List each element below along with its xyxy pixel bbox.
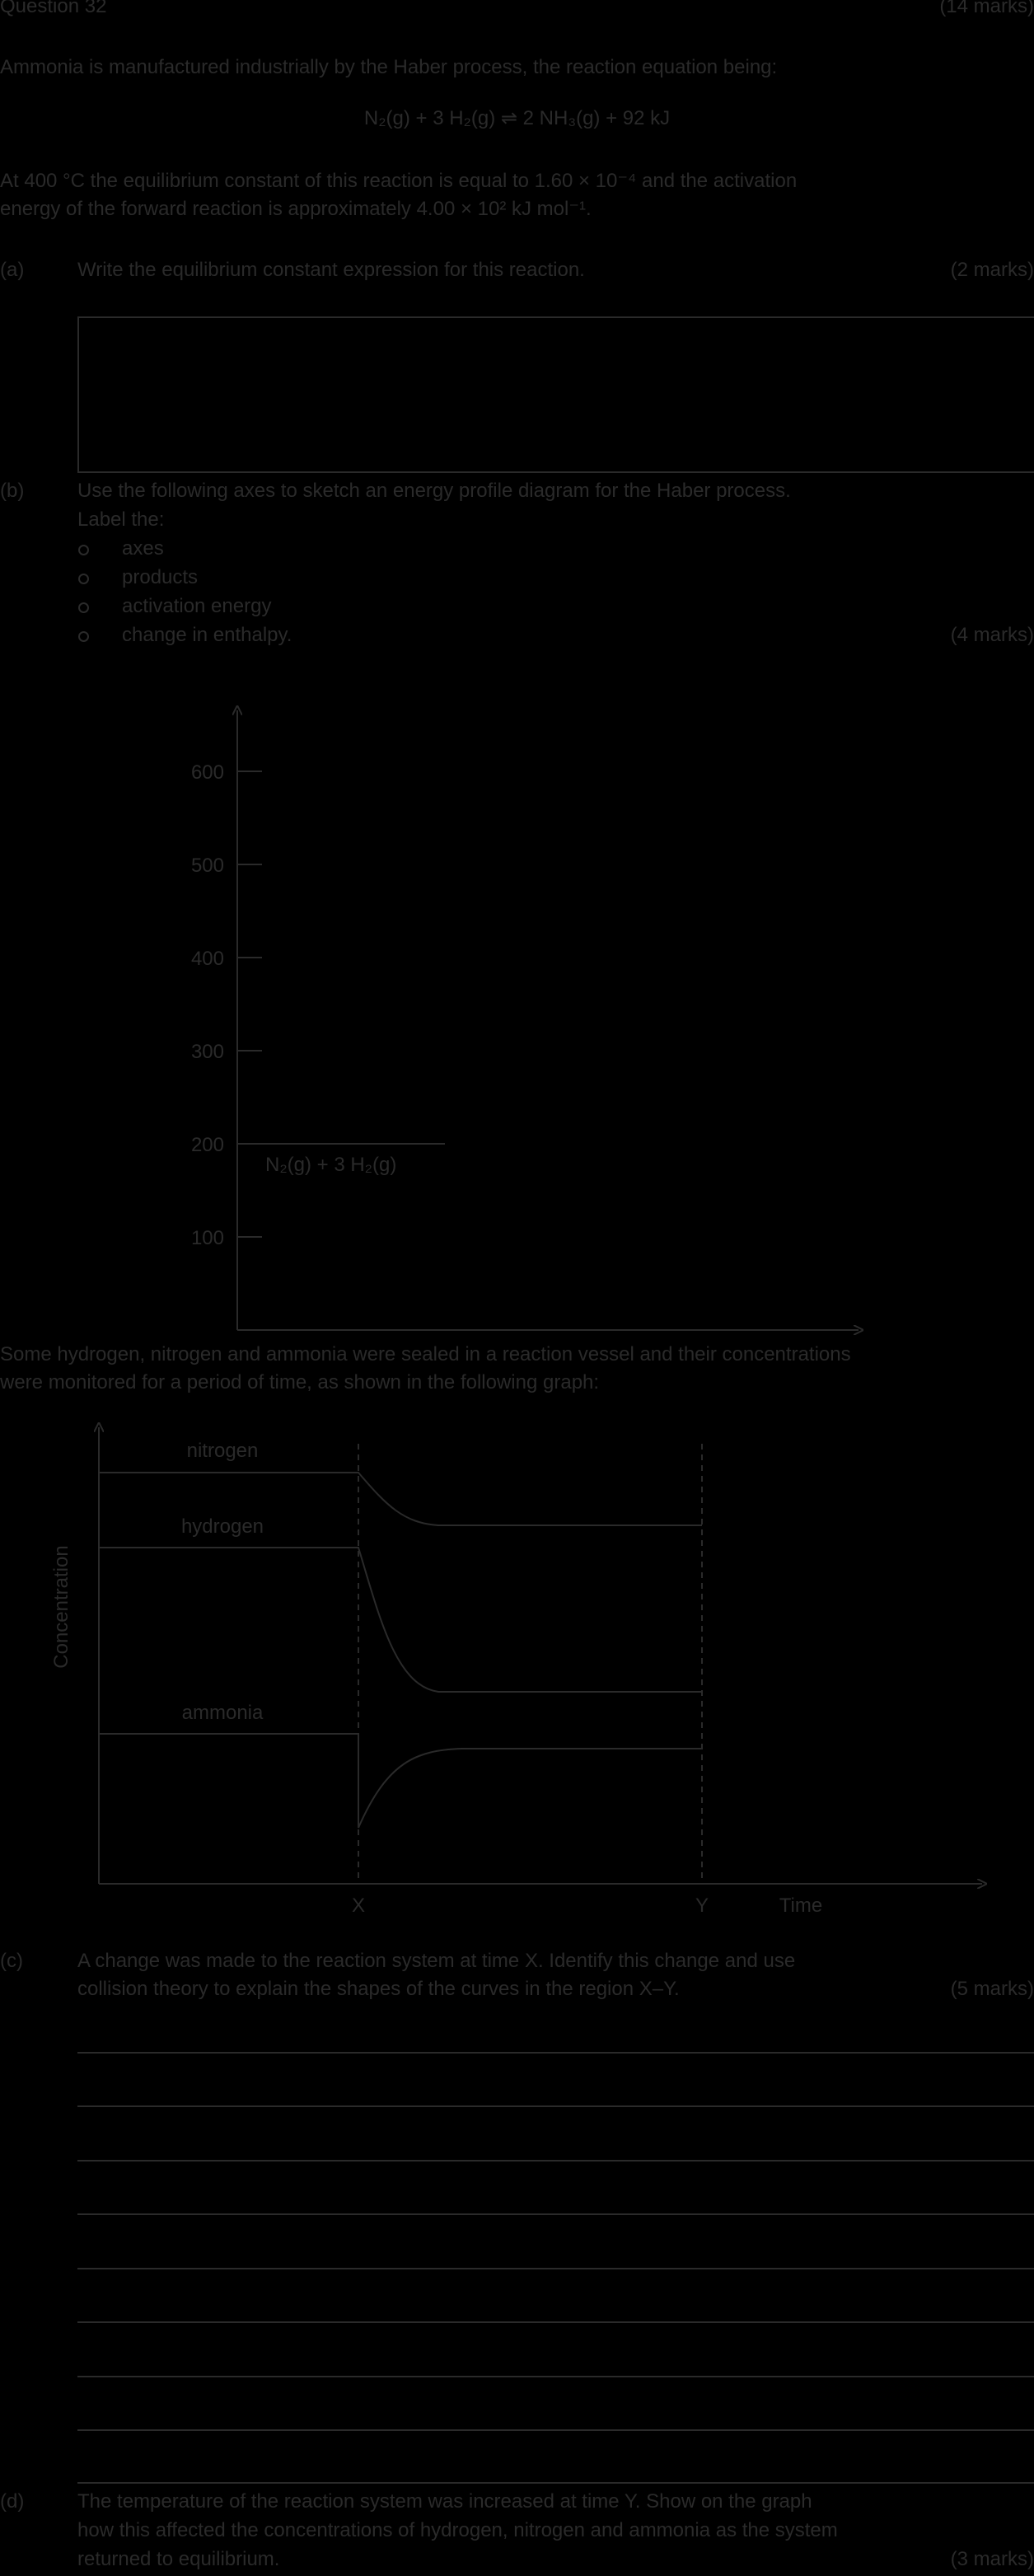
intro-line-1: Ammonia is manufactured industrially by … [0,56,778,78]
ammonia-label: ammonia [182,1702,264,1724]
answer-line[interactable] [77,2321,1034,2323]
part-b-label: (b) [0,480,25,502]
part-b-marks: (4 marks) [950,624,1034,646]
question-label: Question 32 [0,0,107,17]
bullet-dot [78,602,89,613]
part-b-line-1: Use the following axes to sketch an ener… [77,480,791,502]
part-c-label: (c) [0,1950,23,1972]
energy-tick-label: 400 [191,948,224,970]
part-d-line-2: how this affected the concentrations of … [77,2519,838,2541]
part-c-marks: (5 marks) [950,1978,1034,2000]
reactant-label: N₂(g) + 3 H₂(g) [265,1154,396,1176]
part-a-label: (a) [0,259,25,281]
ammonia-curve [99,1733,702,1829]
answer-line[interactable] [77,2376,1034,2377]
answer-line[interactable] [77,2160,1034,2161]
bullet-dot [78,545,89,555]
part-d-line-1: The temperature of the reaction system w… [77,2490,812,2513]
bullet-axes: axes [122,537,164,560]
reaction-equation: N₂(g) + 3 H₂(g) ⇌ 2 NH₃(g) + 92 kJ [363,107,671,129]
y-time-marker-label: Y [695,1895,709,1917]
answer-line[interactable] [77,2105,1034,2107]
intro-line-2: At 400 °C the equilibrium constant of th… [0,170,798,192]
part-d-line-3: returned to equilibrium. [77,2548,280,2570]
part-c-line-1: A change was made to the reaction system… [77,1950,796,1972]
part-a-answer-box[interactable] [77,316,1034,473]
energy-tick-label: 300 [191,1041,224,1063]
part-b-line-2: Label the: [77,508,165,531]
bullet-products: products [122,566,199,588]
nitrogen-label: nitrogen [187,1440,259,1462]
hydrogen-curve [99,1547,702,1693]
energy-tick-label: 200 [191,1134,224,1156]
graph-intro-line-1: Some hydrogen, nitrogen and ammonia were… [0,1343,851,1365]
bullet-activation-energy: activation energy [122,595,272,617]
part-c-line-2: collision theory to explain the shapes o… [77,1978,680,2000]
x-time-marker-label: X [352,1895,365,1917]
energy-tick-label: 600 [191,761,224,784]
bullet-dot [78,574,89,584]
hydrogen-label: hydrogen [181,1515,264,1538]
nitrogen-curve [99,1472,702,1526]
answer-line[interactable] [77,2268,1034,2269]
part-a-text: Write the equilibrium constant expressio… [77,259,585,281]
graph-intro-line-2: were monitored for a period of time, as … [0,1371,600,1393]
answer-line[interactable] [77,2482,1034,2484]
part-a-marks: (2 marks) [950,259,1034,281]
conc-y-label: Concentration [50,1545,73,1668]
part-d-marks: (3 marks) [950,2548,1034,2570]
energy-tick-label: 100 [191,1227,224,1249]
part-d-label: (d) [0,2490,25,2513]
energy-tick-label: 500 [191,855,224,877]
bullet-enthalpy: change in enthalpy. [122,624,292,646]
answer-line[interactable] [77,2052,1034,2054]
answer-line[interactable] [77,2429,1034,2431]
bullet-dot [78,631,89,642]
question-marks: (14 marks) [939,0,1034,17]
answer-line[interactable] [77,2213,1034,2215]
conc-x-label: Time [779,1895,822,1917]
intro-line-3: energy of the forward reaction is approx… [0,198,592,220]
